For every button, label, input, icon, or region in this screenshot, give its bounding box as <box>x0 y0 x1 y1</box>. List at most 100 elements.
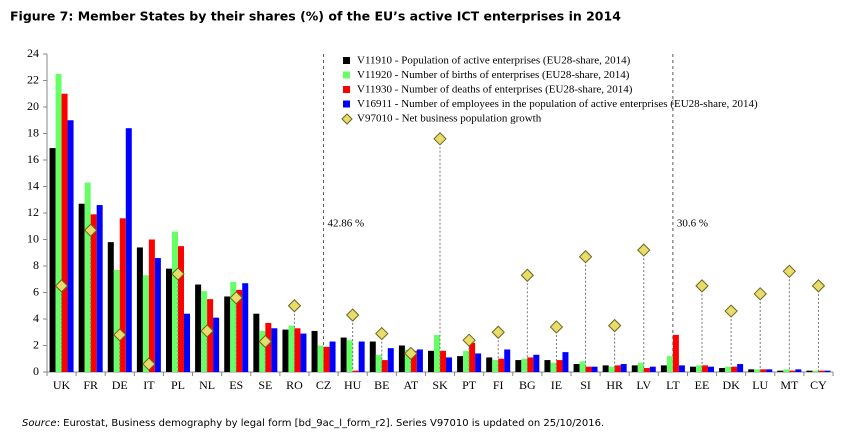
x-tick-label: RO <box>286 378 303 392</box>
x-tick-label: PT <box>462 378 477 392</box>
bar <box>107 242 114 372</box>
x-tick-label: FR <box>83 378 98 392</box>
bar <box>602 365 609 372</box>
source-text: : Eurostat, Business demography by legal… <box>57 418 605 429</box>
bar <box>282 329 289 372</box>
bar <box>410 350 417 372</box>
bar <box>213 317 220 372</box>
bar <box>731 366 738 372</box>
bar <box>142 275 149 372</box>
bar <box>719 368 726 372</box>
bar <box>119 218 126 372</box>
y-tick-label: 22 <box>27 72 39 86</box>
diamond-marker <box>637 243 651 257</box>
x-tick-label: CY <box>810 378 827 392</box>
bar <box>666 356 673 372</box>
diamond-marker <box>258 334 273 349</box>
bar <box>90 214 97 372</box>
bar <box>184 313 190 372</box>
bar <box>527 357 534 372</box>
bar <box>207 299 214 372</box>
bar <box>760 369 767 372</box>
diamond-marker <box>520 268 535 282</box>
bar <box>195 284 202 372</box>
x-tick-label: EE <box>695 378 710 392</box>
bar <box>631 365 638 372</box>
bar <box>340 337 347 372</box>
x-tick-label: SE <box>258 378 272 392</box>
diamond-marker <box>811 279 826 293</box>
bar <box>294 328 301 372</box>
legend-label: V16911 - Number of employees in the popu… <box>357 98 758 110</box>
diamond-marker <box>462 333 476 347</box>
legend-marker <box>343 57 350 64</box>
bar <box>317 345 324 372</box>
bar <box>777 370 784 372</box>
bar <box>573 364 580 372</box>
x-tick-label: FI <box>493 378 504 392</box>
bar <box>702 365 708 372</box>
bar <box>504 349 511 372</box>
y-tick-label: 0 <box>33 364 39 378</box>
diamond-marker <box>171 267 185 281</box>
bar <box>608 366 615 372</box>
y-tick-label: 10 <box>27 231 39 245</box>
bar <box>375 354 382 372</box>
bar <box>288 325 295 372</box>
x-tick-label: LU <box>752 378 768 392</box>
x-tick-label: PL <box>171 378 185 392</box>
bar <box>696 365 702 372</box>
bar <box>533 354 540 372</box>
bar <box>556 360 563 372</box>
y-tick-label: 8 <box>33 258 39 272</box>
bar <box>329 341 336 372</box>
bar <box>515 360 522 372</box>
diamond-marker <box>607 318 622 333</box>
bar <box>492 360 499 372</box>
bar <box>690 366 696 372</box>
bar <box>585 366 592 372</box>
x-tick-label: HU <box>344 378 362 392</box>
bar <box>818 370 825 372</box>
x-tick-label: DE <box>112 378 128 392</box>
bar <box>148 239 155 372</box>
bar <box>55 73 62 372</box>
chart-title: Figure 7: Member States by their shares … <box>10 9 621 24</box>
bar <box>78 203 85 372</box>
x-tick-label: SK <box>432 378 448 392</box>
bar <box>812 370 819 372</box>
legend-marker <box>343 71 350 79</box>
x-tick-label: UK <box>53 378 71 392</box>
x-tick-label: BE <box>374 378 389 392</box>
x-tick-label: MT <box>780 378 799 392</box>
bar <box>463 350 470 372</box>
bar <box>562 352 569 372</box>
bar <box>178 246 184 372</box>
bar <box>242 283 249 372</box>
diamond-marker <box>578 250 593 264</box>
bar <box>387 348 394 372</box>
bar <box>84 182 91 372</box>
bar <box>748 369 755 372</box>
diamond-marker <box>54 279 69 293</box>
bar <box>678 365 685 372</box>
source-note: Source: Eurostat, Business demography by… <box>22 418 604 429</box>
bar <box>544 360 551 372</box>
y-tick-label: 24 <box>27 46 39 60</box>
bar <box>369 341 376 372</box>
bar <box>440 350 446 372</box>
diamond-marker <box>724 304 738 318</box>
x-tick-label: LV <box>636 378 651 392</box>
y-tick-label: 14 <box>27 178 39 192</box>
bar <box>643 368 650 372</box>
annotation-label: 30.6 % <box>677 218 708 230</box>
bar <box>224 296 231 372</box>
bar <box>620 364 627 372</box>
x-tick-label: IT <box>143 378 155 392</box>
source-label: Source <box>22 418 57 429</box>
diamond-marker <box>113 328 127 342</box>
bar <box>300 333 307 372</box>
x-tick-label: DK <box>722 378 740 392</box>
x-tick-label: HR <box>606 378 623 392</box>
